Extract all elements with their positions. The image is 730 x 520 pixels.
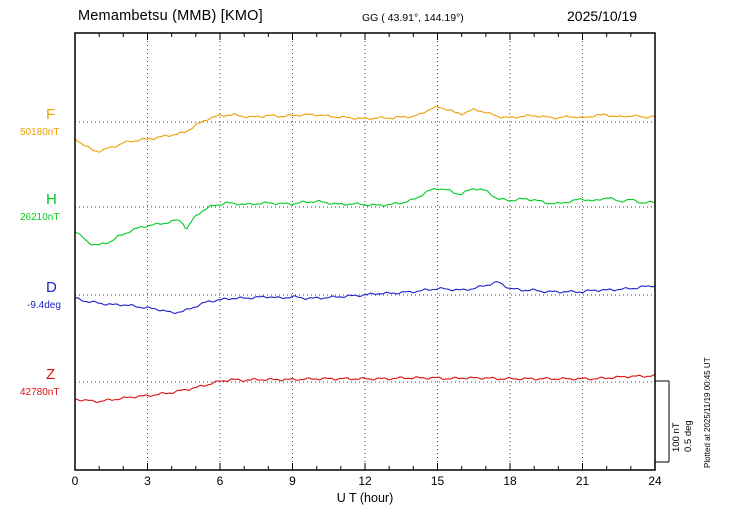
trace-value-F: 50180nT	[20, 127, 60, 138]
x-tick-label: 0	[71, 474, 79, 488]
trace-label-Z: Z	[46, 366, 56, 383]
trace-value-Z: 42780nT	[20, 387, 60, 398]
page-title: Memambetsu (MMB) [KMO]	[78, 8, 263, 24]
x-tick-label: 21	[575, 474, 590, 488]
trace-label-D: D	[46, 279, 57, 296]
x-tick-label: 6	[216, 474, 224, 488]
x-tick-label: 24	[648, 474, 662, 488]
x-tick-label: 12	[358, 474, 372, 488]
x-tick-label: 3	[144, 474, 151, 488]
station-coordinates: GG ( 43.91°, 144.19°)	[362, 12, 464, 24]
plotted-at-note: Plotted at 2025/11/19 00:45 UT	[703, 357, 712, 468]
scalebar-label-nt: 100 nT	[671, 422, 682, 452]
x-tick-label: 18	[503, 474, 517, 488]
trace-value-H: 26210nT	[20, 212, 60, 223]
scalebar-label-deg: 0.5 deg	[683, 420, 694, 452]
trace-label-F: F	[46, 106, 56, 123]
trace-label-H: H	[46, 191, 57, 208]
x-axis-label: U T (hour)	[336, 491, 394, 505]
x-tick-label: 9	[289, 474, 296, 488]
trace-value-D: -9.4deg	[27, 300, 61, 311]
observation-date: 2025/10/19	[567, 8, 638, 24]
x-tick-label: 15	[430, 474, 445, 488]
